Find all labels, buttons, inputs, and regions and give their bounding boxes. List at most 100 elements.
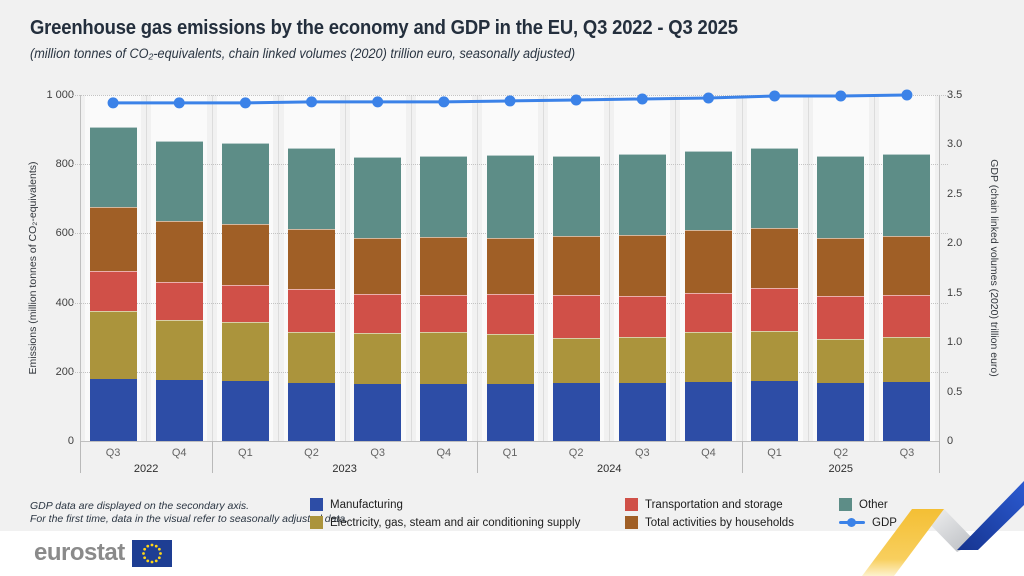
bar-segment-transportation	[684, 292, 732, 333]
legend-label: Electricity, gas, steam and air conditio…	[330, 516, 581, 529]
eu-flag-star	[150, 543, 154, 546]
x-label-quarter: Q4	[171, 447, 187, 459]
year-separator	[939, 441, 940, 473]
legend-swatch	[310, 498, 323, 511]
bar-segment-other	[552, 156, 600, 237]
year-separator	[741, 441, 743, 473]
bar-segment-other	[684, 151, 732, 230]
legend-swatch	[625, 498, 638, 511]
gdp-legend-dot	[847, 518, 856, 527]
bar-segment-electricity,	[420, 332, 468, 384]
bar-segment-transportation	[883, 295, 931, 337]
bar-segment-electricity,	[684, 332, 732, 382]
bar-segment-total	[883, 235, 931, 295]
x-label-quarter: Q2	[833, 447, 849, 459]
ribbon-yellow-band	[862, 509, 944, 576]
slot-divider	[476, 95, 478, 441]
x-label-year: 2022	[133, 463, 159, 475]
slot-divider	[212, 95, 214, 441]
bar-segment-other	[618, 153, 666, 236]
left-tick-label: 600	[55, 227, 74, 240]
ribbon-decoration	[862, 481, 1024, 576]
bar-segment-transportation	[751, 288, 799, 331]
eu-flag-icon	[131, 539, 172, 567]
right-tick-label: 1.0	[947, 336, 963, 349]
bar-segment-other	[288, 147, 336, 230]
bar-segment-manufacturing	[552, 382, 600, 441]
legend-label: Transportation and storage	[645, 498, 783, 511]
legend-column: Transportation and storage Total activiti…	[625, 497, 839, 533]
bar-segment-total	[221, 224, 269, 285]
eu-flag-star	[146, 558, 149, 562]
bar-segment-transportation	[155, 281, 203, 321]
left-tick-label: 400	[55, 296, 74, 309]
bar-segment-total	[486, 237, 534, 294]
bar-segment-total	[618, 235, 666, 296]
year-separator	[80, 441, 81, 473]
bar-segment-transportation	[89, 271, 137, 312]
left-axis-line	[80, 95, 81, 441]
bar-segment-electricity,	[486, 334, 534, 384]
chart-title: Greenhouse gas emissions by the economy …	[30, 16, 738, 39]
right-tick-label: 0.5	[947, 385, 963, 398]
gdp-point	[173, 97, 185, 109]
year-separator	[212, 441, 214, 473]
slot-divider	[807, 95, 809, 441]
legend-column: Manufacturing Electricity, gas, steam and…	[310, 497, 625, 533]
bar-segment-transportation	[618, 295, 666, 337]
bar-segment-total	[89, 207, 137, 272]
x-label-quarter: Q3	[105, 447, 121, 459]
bar-segment-other	[354, 157, 402, 239]
bar-segment-electricity,	[354, 333, 402, 385]
gdp-point	[306, 96, 318, 108]
bar-segment-manufacturing	[486, 383, 534, 441]
right-tick-label: 2.0	[947, 237, 963, 250]
bar-segment-other	[486, 155, 534, 238]
footnote-line: For the first time, data in the visual r…	[30, 512, 349, 525]
bar-segment-total	[684, 229, 732, 293]
slot-divider	[741, 95, 743, 441]
bar-segment-manufacturing	[817, 382, 865, 441]
gdp-point	[239, 97, 251, 109]
eu-flag-star	[150, 560, 154, 563]
bar-segment-other	[420, 156, 468, 237]
x-label-quarter: Q4	[701, 447, 716, 459]
slot-divider	[278, 95, 280, 441]
right-tick-label: 0	[947, 435, 954, 447]
gdp-point	[769, 90, 781, 102]
bar-segment-manufacturing	[354, 384, 402, 441]
left-tick-label: 1 000	[46, 89, 74, 101]
bar-segment-transportation	[288, 289, 336, 333]
plot-area: Q3 Q4 Q1 Q2 Q3 Q4 Q1 Q2 Q3 Q4 Q1 Q2 Q3 2022 2023 2024 20…	[72, 89, 948, 475]
right-axis-line	[939, 95, 940, 441]
eurostat-logo-text: eurostat	[34, 539, 125, 566]
bar-segment-manufacturing	[89, 379, 137, 441]
bar-segment-electricity,	[221, 322, 269, 382]
right-tick-label: 1.5	[947, 286, 963, 299]
bar-segment-manufacturing	[751, 381, 799, 441]
bar-segment-manufacturing	[155, 380, 203, 441]
x-label-quarter: Q1	[767, 447, 782, 459]
bar-segment-transportation	[817, 295, 865, 339]
gdp-point	[702, 92, 714, 104]
x-label-quarter: Q2	[568, 447, 584, 459]
eu-flag-star	[157, 555, 161, 559]
x-label-year: 2024	[596, 463, 622, 475]
right-tick-label: 2.5	[947, 187, 963, 200]
bar-segment-total	[155, 220, 203, 282]
legend-item: Transportation and storage	[625, 497, 839, 512]
eu-flag-star	[158, 551, 162, 555]
right-axis-title: GDP (chain linked volumes (2020) trillio…	[988, 159, 1000, 377]
legend-swatch	[839, 498, 852, 511]
x-label-quarter: Q3	[370, 447, 386, 459]
x-label-year: 2025	[828, 463, 853, 475]
bar-segment-electricity,	[288, 332, 336, 383]
bar-segment-transportation	[420, 295, 468, 333]
legend-label: Total activities by households	[645, 516, 794, 529]
bar-segment-other	[155, 140, 203, 221]
bar-segment-electricity,	[552, 337, 600, 383]
bar-segment-total	[420, 236, 468, 295]
legend-item: Other	[839, 497, 897, 512]
bar-segment-total	[817, 238, 865, 296]
bar-segment-transportation	[354, 293, 402, 334]
